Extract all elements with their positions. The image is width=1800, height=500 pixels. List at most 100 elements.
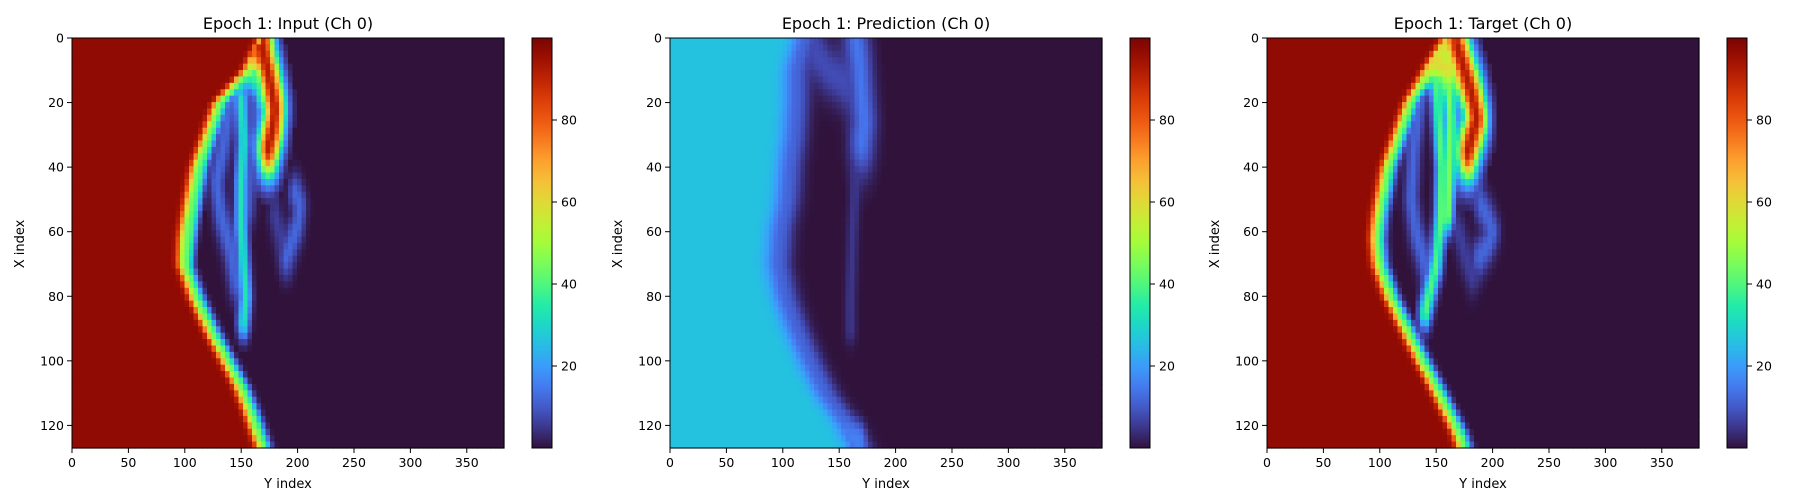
heatmap-cell <box>81 339 87 347</box>
heatmap-cell <box>391 223 397 231</box>
heatmap-cell <box>355 230 361 238</box>
heatmap-cell <box>459 108 465 116</box>
heatmap-cell <box>486 281 492 289</box>
heatmap-cell <box>306 185 312 193</box>
heatmap-cell <box>306 198 312 206</box>
heatmap-cell <box>373 287 379 295</box>
heatmap-cell <box>337 172 343 180</box>
heatmap-cell <box>423 50 429 58</box>
heatmap-cell <box>355 281 361 289</box>
heatmap-cell <box>382 313 388 321</box>
heatmap-cell <box>400 204 406 212</box>
heatmap-cell <box>76 76 82 84</box>
heatmap-cell <box>405 153 411 161</box>
heatmap-cell <box>333 38 339 46</box>
heatmap-cell <box>297 268 303 276</box>
heatmap-cell <box>283 294 289 302</box>
heatmap-cell <box>346 223 352 231</box>
heatmap-cell <box>103 121 109 129</box>
heatmap-cell <box>85 332 91 340</box>
heatmap-cell <box>364 191 370 199</box>
heatmap-cell <box>454 140 460 148</box>
heatmap-cell <box>472 198 478 206</box>
heatmap-cell <box>333 326 339 334</box>
heatmap-cell <box>85 255 91 263</box>
heatmap-cell <box>292 76 298 84</box>
heatmap-cell <box>495 140 501 148</box>
heatmap-cell <box>252 191 258 199</box>
heatmap-cell <box>180 140 186 148</box>
heatmap-cell <box>265 50 271 58</box>
heatmap-cell <box>144 178 150 186</box>
heatmap-cell <box>234 351 240 359</box>
heatmap-cell <box>495 127 501 135</box>
heatmap-cell <box>490 191 496 199</box>
heatmap-cell <box>387 268 393 276</box>
heatmap-cell <box>319 268 325 276</box>
heatmap-cell <box>292 127 298 135</box>
heatmap-cell <box>247 351 253 359</box>
heatmap-cell <box>369 287 375 295</box>
heatmap-cell <box>157 351 163 359</box>
heatmap-cell <box>306 223 312 231</box>
heatmap-cell <box>144 294 150 302</box>
heatmap-cell <box>391 121 397 129</box>
heatmap-cell <box>144 44 150 52</box>
heatmap-cell <box>229 307 235 315</box>
heatmap-cell <box>445 268 451 276</box>
heatmap-cell <box>252 102 258 110</box>
heatmap-cell <box>72 102 78 110</box>
heatmap-cell <box>306 204 312 212</box>
heatmap-cell <box>166 223 172 231</box>
heatmap-cell <box>477 159 483 167</box>
heatmap-cell <box>157 307 163 315</box>
heatmap-cell <box>135 217 141 225</box>
heatmap-cell <box>324 319 330 327</box>
heatmap-cell <box>108 38 114 46</box>
heatmap-cell <box>382 185 388 193</box>
heatmap-cell <box>279 210 285 218</box>
heatmap-cell <box>261 275 267 283</box>
heatmap-cell <box>445 127 451 135</box>
heatmap-cell <box>274 172 280 180</box>
heatmap-cell <box>306 268 312 276</box>
heatmap-cell <box>85 307 91 315</box>
heatmap-cell <box>351 230 357 238</box>
heatmap-cell <box>490 185 496 193</box>
heatmap-cell <box>486 95 492 103</box>
heatmap-cell <box>180 230 186 238</box>
heatmap-cell <box>414 140 420 148</box>
heatmap-cell <box>144 339 150 347</box>
heatmap-cell <box>355 166 361 174</box>
heatmap-cell <box>342 300 348 308</box>
heatmap-cell <box>319 146 325 154</box>
heatmap-cell <box>76 345 82 353</box>
heatmap-cell <box>243 358 249 366</box>
heatmap-cell <box>162 114 168 122</box>
heatmap-cell <box>126 287 132 295</box>
heatmap-cell <box>414 114 420 122</box>
heatmap-cell <box>432 345 438 353</box>
heatmap-cell <box>193 307 199 315</box>
heatmap-cell <box>193 223 199 231</box>
heatmap-cell <box>184 121 190 129</box>
heatmap-cell <box>378 191 384 199</box>
heatmap-cell <box>364 57 370 65</box>
heatmap-cell <box>391 198 397 206</box>
heatmap-cell <box>153 339 159 347</box>
heatmap-cell <box>94 262 100 270</box>
heatmap-cell <box>382 339 388 347</box>
heatmap-cell <box>441 63 447 71</box>
heatmap-cell <box>499 140 505 148</box>
heatmap-cell <box>211 114 217 122</box>
heatmap-cell <box>144 50 150 58</box>
heatmap-cell <box>225 44 231 52</box>
heatmap-cell <box>117 178 123 186</box>
heatmap-cell <box>342 364 348 372</box>
heatmap-cell <box>225 121 231 129</box>
heatmap-cell <box>216 76 222 84</box>
heatmap-cell <box>490 159 496 167</box>
heatmap-cell <box>166 38 172 46</box>
heatmap-cell <box>193 44 199 52</box>
heatmap-cell <box>400 95 406 103</box>
